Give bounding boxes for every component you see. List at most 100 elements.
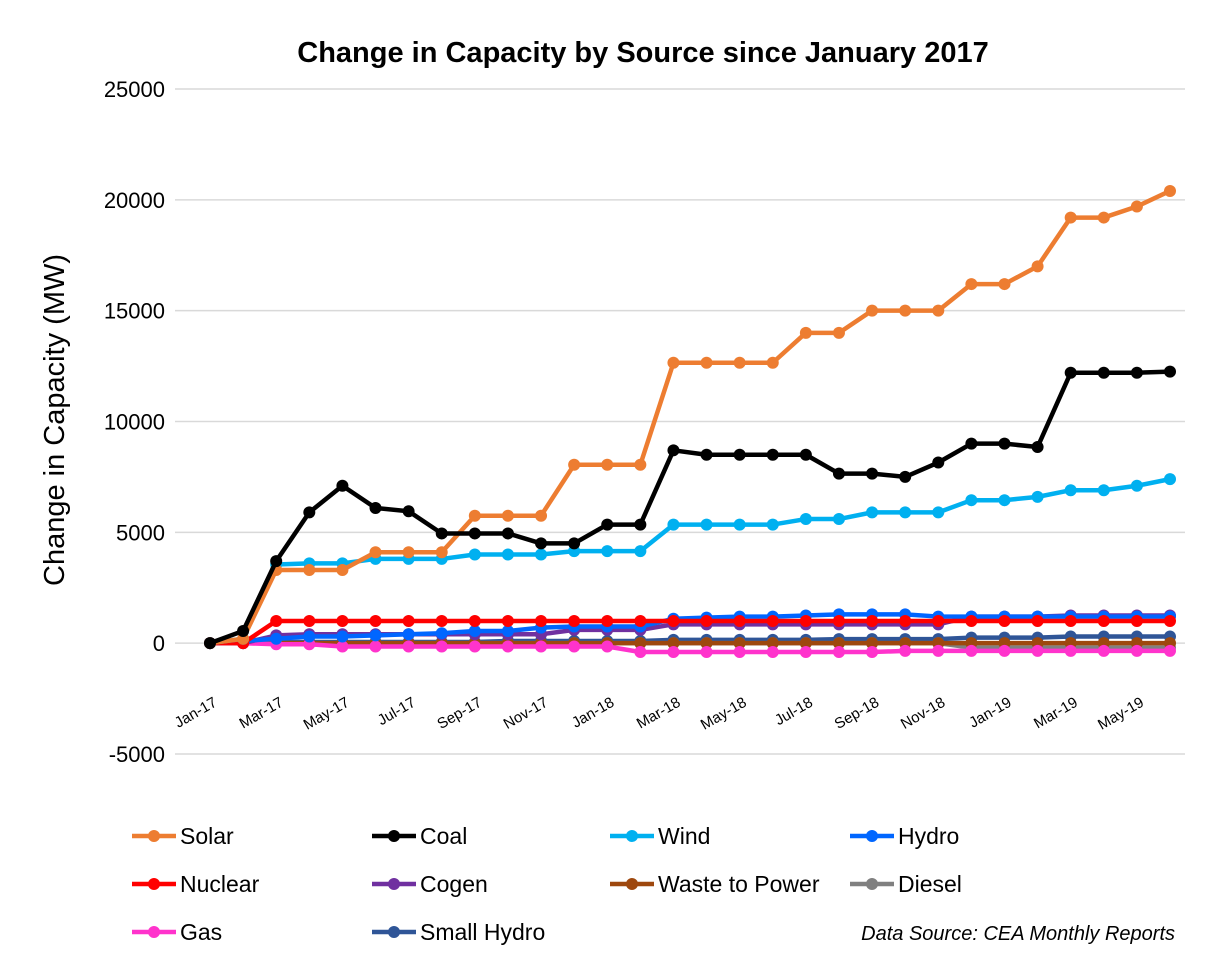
data-point: [369, 629, 382, 642]
data-point: [402, 505, 415, 518]
data-point: [535, 640, 548, 653]
data-point: [270, 632, 283, 645]
legend-label: Hydro: [898, 823, 959, 849]
data-point: [700, 615, 713, 627]
data-point: [932, 644, 945, 657]
x-tick-label: Jan-18: [569, 694, 617, 732]
data-point: [866, 646, 879, 659]
data-point: [369, 640, 382, 653]
data-point: [535, 615, 548, 627]
legend-item: Waste to Power: [610, 871, 820, 897]
data-point: [435, 546, 448, 559]
data-point: [601, 545, 614, 558]
data-point: [204, 637, 216, 650]
series-lines: [204, 184, 1176, 659]
series-line: [209, 369, 1171, 646]
data-point: [700, 356, 713, 369]
data-point: [435, 615, 448, 627]
data-point: [998, 615, 1011, 627]
data-point: [634, 646, 647, 659]
chart-title: Change in Capacity by Source since Janua…: [297, 37, 988, 69]
data-point: [435, 640, 448, 653]
data-point: [601, 615, 614, 627]
data-point: [601, 518, 614, 531]
data-point: [402, 615, 415, 627]
legend-item: Wind: [610, 823, 710, 849]
data-point: [733, 518, 746, 531]
data-point: [568, 537, 581, 550]
x-tick-label: May-19: [1095, 694, 1147, 734]
data-point: [568, 458, 581, 471]
data-point: [733, 356, 746, 369]
y-tick-labels: 25000 20000 15000 10000 5000 0 -5000: [104, 77, 165, 767]
data-point: [832, 615, 845, 627]
data-point: [766, 518, 779, 531]
legend-item: Coal: [372, 823, 467, 849]
y-axis-label: Change in Capacity (MW): [39, 254, 71, 586]
data-point: [336, 630, 349, 643]
data-point: [501, 548, 514, 561]
data-point: [501, 640, 514, 653]
data-point: [468, 527, 481, 540]
x-tick-label: Nov-17: [501, 694, 551, 733]
legend-item: Nuclear: [132, 871, 260, 897]
data-point: [1130, 200, 1143, 213]
data-point: [799, 326, 812, 339]
data-point: [270, 615, 283, 627]
data-point: [965, 437, 978, 450]
data-point: [535, 548, 548, 561]
data-point: [1130, 615, 1143, 627]
legend-item: Cogen: [372, 871, 488, 897]
x-tick-label: Jul-18: [772, 694, 816, 729]
x-tick-labels: Jan-17 Mar-17 May-17 Jul-17 Sep-17 Nov-17 Jan-…: [172, 694, 1147, 734]
legend-marker: [626, 830, 638, 842]
x-tick-label: Sep-17: [434, 694, 484, 733]
data-point: [700, 646, 713, 659]
legend-label: Gas: [180, 919, 222, 945]
data-point: [799, 448, 812, 461]
legend-marker: [626, 878, 638, 890]
data-point: [336, 479, 349, 492]
data-point: [501, 527, 514, 540]
data-point: [766, 646, 779, 659]
x-tick-label: May-17: [301, 694, 353, 734]
data-point: [832, 646, 845, 659]
data-point: [237, 624, 250, 637]
data-point: [667, 518, 680, 531]
data-point: [1064, 615, 1077, 627]
data-point: [866, 506, 879, 519]
data-point: [733, 615, 746, 627]
data-point: [468, 615, 481, 627]
data-point: [369, 615, 382, 627]
data-point: [435, 527, 448, 540]
x-tick-label: May-18: [698, 694, 750, 734]
data-point: [369, 501, 382, 514]
data-point: [468, 624, 481, 637]
data-point: [501, 624, 514, 637]
data-point: [369, 546, 382, 559]
legend-label: Coal: [420, 823, 467, 849]
data-point: [634, 637, 647, 650]
data-point: [1164, 615, 1176, 627]
data-point: [634, 458, 647, 471]
data-point: [1097, 484, 1110, 497]
data-point: [270, 555, 283, 568]
data-point: [1031, 440, 1044, 453]
data-point: [303, 506, 316, 519]
y-tick-label: 5000: [116, 520, 165, 545]
data-point: [866, 637, 879, 650]
data-point: [932, 304, 945, 317]
data-point: [766, 356, 779, 369]
data-point: [1064, 211, 1077, 224]
legend-marker: [148, 926, 160, 938]
data-point: [1164, 644, 1176, 657]
data-point: [667, 646, 680, 659]
x-tick-label: Jan-17: [172, 694, 220, 732]
legend-item: Hydro: [850, 823, 959, 849]
data-point: [965, 278, 978, 291]
legend-label: Small Hydro: [420, 919, 545, 945]
data-point: [303, 564, 316, 577]
legend-label: Waste to Power: [658, 871, 820, 897]
x-tick-label: Mar-18: [634, 694, 684, 732]
x-tick-label: Sep-18: [832, 694, 882, 733]
